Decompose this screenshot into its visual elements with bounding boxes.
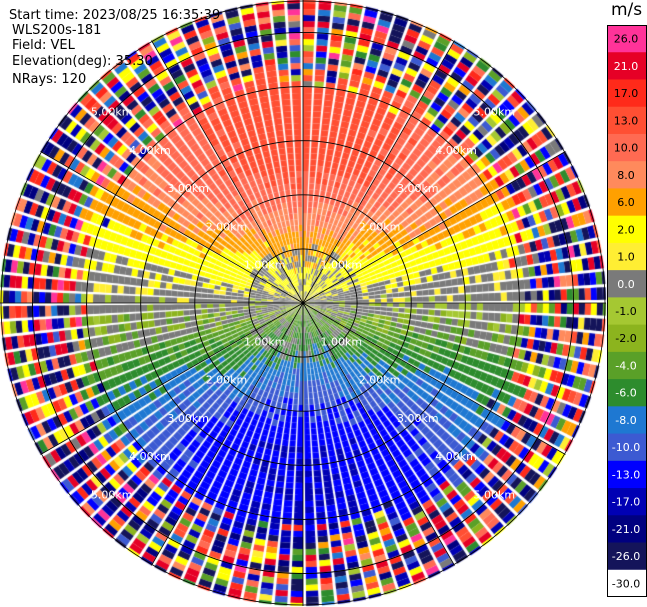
range-ring-label: 5.00km (474, 106, 516, 119)
colorbar-bin (607, 25, 647, 53)
colorbar-tick-label: -13.0 (612, 468, 640, 481)
colorbar-bin (607, 242, 647, 271)
colorbar-tick-label: 0.0 (617, 278, 635, 291)
colorbar-bin (607, 324, 647, 353)
azimuth-line (302, 302, 566, 455)
range-ring (86, 86, 520, 520)
range-ring-label: 5.00km (91, 106, 133, 119)
colorbar-tick-label: -4.0 (615, 359, 636, 372)
colorbar-bin (607, 133, 647, 162)
range-ring (140, 140, 466, 466)
azimuth-line (151, 40, 304, 304)
colorbar-bin (607, 215, 647, 244)
range-ring-label: 4.00km (129, 144, 171, 157)
range-ring-label: 1.00km (320, 335, 362, 348)
colorbar-bin (607, 406, 647, 435)
colorbar-bin (607, 270, 647, 298)
colorbar-tick-label: 21.0 (614, 60, 639, 73)
range-ring-label: 2.00km (359, 220, 401, 233)
colorbar-bin (607, 433, 647, 462)
colorbar-tick-label: 26.0 (614, 33, 639, 46)
range-ring (248, 248, 358, 358)
range-ring-label: 2.00km (206, 220, 248, 233)
range-ring-label: 5.00km (91, 488, 133, 501)
colorbar-bin (607, 569, 647, 597)
colorbar-bin (607, 188, 647, 217)
colorbar: 26.0 21.0 17.0 13.0 10.0 8.0 6.0 2.0 1.0 0.0 -1.0 -… (607, 25, 647, 597)
range-ring-label: 1.00km (244, 335, 286, 348)
colorbar-bin (607, 106, 647, 135)
colorbar-tick-label: -8.0 (615, 414, 636, 427)
colorbar-bin (607, 79, 647, 108)
colorbar-tick-label: -21.0 (612, 523, 640, 536)
colorbar-tick-label: -17.0 (612, 496, 640, 509)
range-ring-label: 2.00km (359, 374, 401, 387)
colorbar-tick-label: -2.0 (615, 332, 636, 345)
range-ring-label: 1.00km (320, 259, 362, 272)
colorbar-tick-label: -1.0 (615, 305, 636, 318)
range-ring-label: 4.00km (435, 450, 477, 463)
colorbar-bin (607, 488, 647, 516)
azimuth-line (40, 302, 304, 455)
range-ring (32, 32, 574, 574)
colorbar-unit: m/s (611, 0, 643, 20)
colorbar-tick-label: -10.0 (612, 441, 640, 454)
range-ring-overlay: 1.00km 1.00km 1.00km 1.00km 2.00km 2.00km 2.00… (0, 0, 606, 606)
range-ring-label: 5.00km (474, 488, 516, 501)
colorbar-tick-label: 1.0 (617, 251, 635, 264)
colorbar-bin (607, 379, 647, 407)
range-ring-label: 2.00km (206, 374, 248, 387)
colorbar-tick-label: -6.0 (615, 387, 636, 400)
range-ring-label: 3.00km (167, 182, 209, 195)
colorbar-bin (607, 351, 647, 380)
azimuth-line (302, 151, 566, 304)
nrays-label: NRays: 120 (12, 72, 87, 87)
field-label: Field: VEL (12, 38, 75, 53)
range-ring-label: 3.00km (397, 412, 439, 425)
colorbar-tick-label: 6.0 (617, 196, 635, 209)
colorbar-bin (607, 515, 647, 544)
colorbar-bin (607, 52, 647, 80)
range-ring-label: 4.00km (435, 144, 477, 157)
colorbar-tick-label: 8.0 (617, 169, 635, 182)
range-ring-label: 3.00km (167, 412, 209, 425)
colorbar-bin (607, 460, 647, 489)
colorbar-bin (607, 297, 647, 326)
colorbar-tick-label: 10.0 (614, 142, 639, 155)
colorbar-tick-label: 13.0 (614, 114, 639, 127)
colorbar-tick-label: -30.0 (612, 577, 640, 590)
range-ring-label: 4.00km (129, 450, 171, 463)
azimuth-line (302, 40, 455, 304)
elevation-label: Elevation(deg): 35.30 (12, 54, 153, 69)
azimuth-line (302, 302, 455, 566)
range-ring-label: 1.00km (244, 259, 286, 272)
azimuth-line (40, 151, 304, 304)
colorbar-tick-label: -26.0 (612, 550, 640, 563)
range-ring-label: 3.00km (397, 182, 439, 195)
site-label: WLS200s-181 (12, 23, 102, 38)
colorbar-bin (607, 161, 647, 189)
start-time-label: Start time: 2023/08/25 16:35:39 (9, 8, 221, 23)
colorbar-bin (607, 542, 647, 571)
range-ring (194, 194, 412, 412)
azimuth-line (151, 302, 304, 566)
colorbar-tick-label: 17.0 (614, 87, 639, 100)
colorbar-tick-label: 2.0 (617, 223, 635, 236)
